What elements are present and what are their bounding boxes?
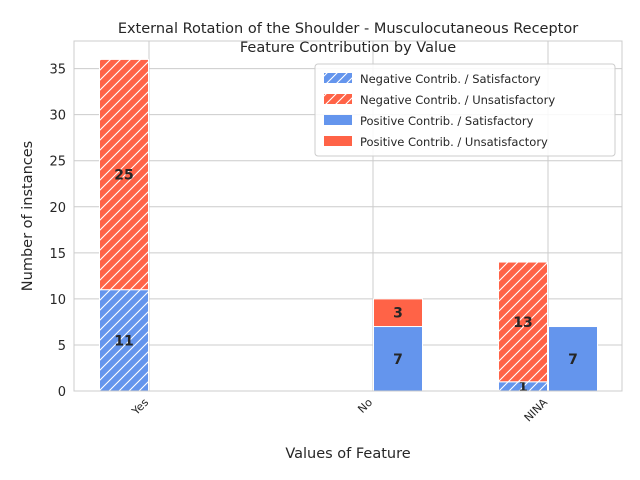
plot-frame (73, 40, 623, 392)
bar-value-label: 3 (393, 306, 403, 322)
x-axis-ticks: Yes No NINA (129, 396, 551, 425)
y-tick-label: 15 (49, 247, 66, 262)
legend-entry-label: Negative Contrib. / Unsatisfactory (360, 93, 555, 107)
x-tick-label: NINA (522, 396, 551, 425)
bar-hatch (498, 262, 548, 382)
bar-value-label: 7 (393, 352, 403, 368)
bar-value-label: 13 (513, 315, 532, 331)
bar-segment (373, 326, 423, 392)
y-tick-label: 5 (58, 339, 66, 354)
legend: Negative Contrib. / Satisfactory Negative… (314, 63, 616, 157)
legend-entry-label: Negative Contrib. / Satisfactory (360, 72, 541, 86)
legend-box (314, 63, 616, 157)
y-axis-ticks: 0 5 10 15 20 25 30 35 (49, 63, 66, 400)
bar-value-label: 1 (518, 379, 528, 395)
y-tick-label: 10 (49, 293, 66, 308)
bar-segment (373, 298, 423, 328)
chart-title-line-2: Feature Contribution by Value (240, 40, 456, 56)
y-tick-label: 0 (58, 385, 66, 400)
legend-swatch-hatch (324, 73, 352, 83)
legend-entry-label: Positive Contrib. / Satisfactory (360, 114, 534, 128)
y-tick-label: 20 (49, 201, 66, 216)
y-tick-label: 35 (49, 63, 66, 78)
y-tick-label: 30 (49, 109, 66, 124)
legend-swatch-hatch (324, 94, 352, 104)
bar-segment (548, 326, 598, 392)
legend-swatch (324, 136, 352, 146)
legend-swatch (324, 115, 352, 125)
x-tick-label: Yes (129, 396, 152, 419)
bar-value-label: 11 (114, 333, 133, 349)
y-axis-label: Number of instances (20, 141, 36, 291)
bar-value-label: 7 (568, 352, 578, 368)
x-axis-label: Values of Feature (285, 446, 410, 462)
y-tick-label: 25 (49, 155, 66, 170)
legend-entry-label: Positive Contrib. / Unsatisfactory (360, 135, 548, 149)
bar-hatch (99, 289, 149, 391)
chart-title-line-1: External Rotation of the Shoulder - Musc… (118, 21, 578, 37)
bar-hatch (498, 381, 548, 391)
plot-border (73, 40, 623, 392)
bar-hatch (99, 59, 149, 290)
x-tick-label: No (355, 396, 375, 416)
bar-value-label: 25 (114, 168, 133, 184)
bars-group: 11 25 1 13 7 3 7 (99, 58, 598, 395)
